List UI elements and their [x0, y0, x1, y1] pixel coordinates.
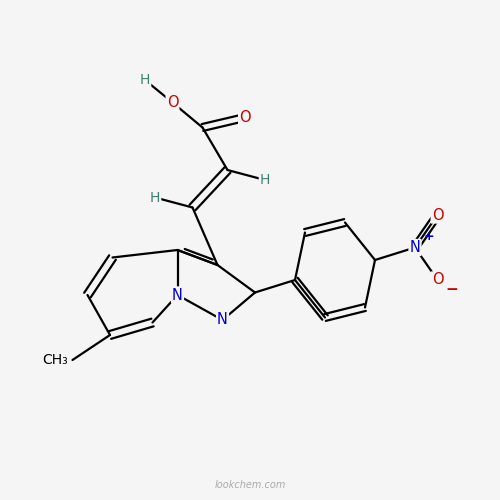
Text: CH₃: CH₃: [42, 353, 68, 367]
Text: O: O: [432, 208, 444, 222]
Text: O: O: [239, 110, 251, 125]
Text: −: −: [445, 282, 458, 296]
Text: lookchem.com: lookchem.com: [214, 480, 286, 490]
Text: N: N: [217, 312, 228, 328]
Text: N: N: [172, 288, 183, 302]
Text: O: O: [432, 272, 444, 287]
Text: N: N: [410, 240, 420, 255]
Text: +: +: [424, 230, 434, 243]
Text: H: H: [140, 73, 150, 87]
Text: O: O: [166, 95, 178, 110]
Text: H: H: [150, 190, 160, 204]
Text: H: H: [260, 173, 270, 187]
